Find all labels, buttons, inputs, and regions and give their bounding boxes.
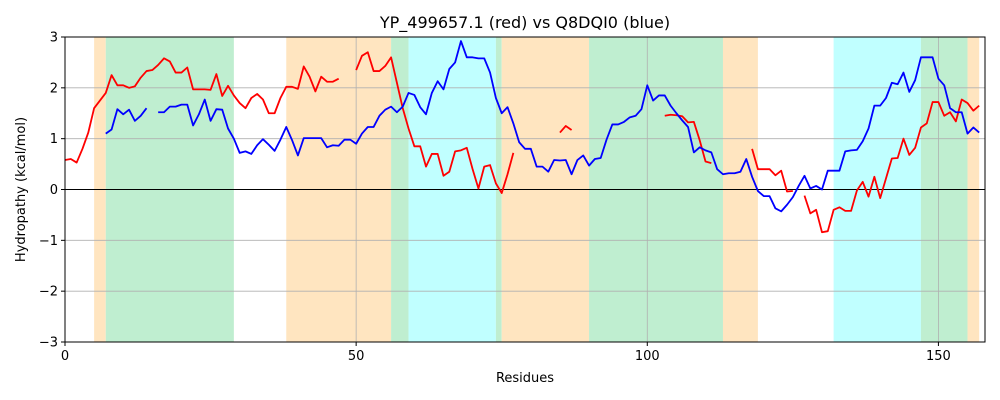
red-series-segment-3 <box>664 113 712 164</box>
chart-title: YP_499657.1 (red) vs Q8DQI0 (blue) <box>379 13 670 33</box>
red-series-segment-2 <box>559 125 573 134</box>
axis-ticks: 0 50 100 150 −3 −2 −1 0 1 2 3 <box>39 31 951 365</box>
y-tick-label-3: 3 <box>50 31 58 46</box>
red-series-segment-0 <box>64 57 340 164</box>
x-tick-label-0: 0 <box>61 349 69 364</box>
red-series-segment-1 <box>355 51 515 194</box>
x-tick-label-100: 100 <box>635 349 660 364</box>
blue-series-segment-1 <box>158 40 980 213</box>
x-tick-label-50: 50 <box>348 349 365 364</box>
red-series-segment-5 <box>803 98 980 234</box>
y-axis-label: Hydropathy (kcal/mol) <box>14 117 29 262</box>
red-series-segment-4 <box>751 148 793 193</box>
y-tick-label-0: 0 <box>50 183 58 198</box>
y-tick-label--1: −1 <box>39 234 58 249</box>
y-tick-label--2: −2 <box>39 285 58 300</box>
y-tick-label-1: 1 <box>50 132 58 147</box>
y-tick-label--3: −3 <box>39 336 58 351</box>
x-tick-label-150: 150 <box>926 349 951 364</box>
y-tick-label-2: 2 <box>50 81 58 96</box>
series-lines <box>64 40 980 234</box>
x-axis-label: Residues <box>496 371 554 386</box>
blue-series-segment-0 <box>105 107 148 135</box>
